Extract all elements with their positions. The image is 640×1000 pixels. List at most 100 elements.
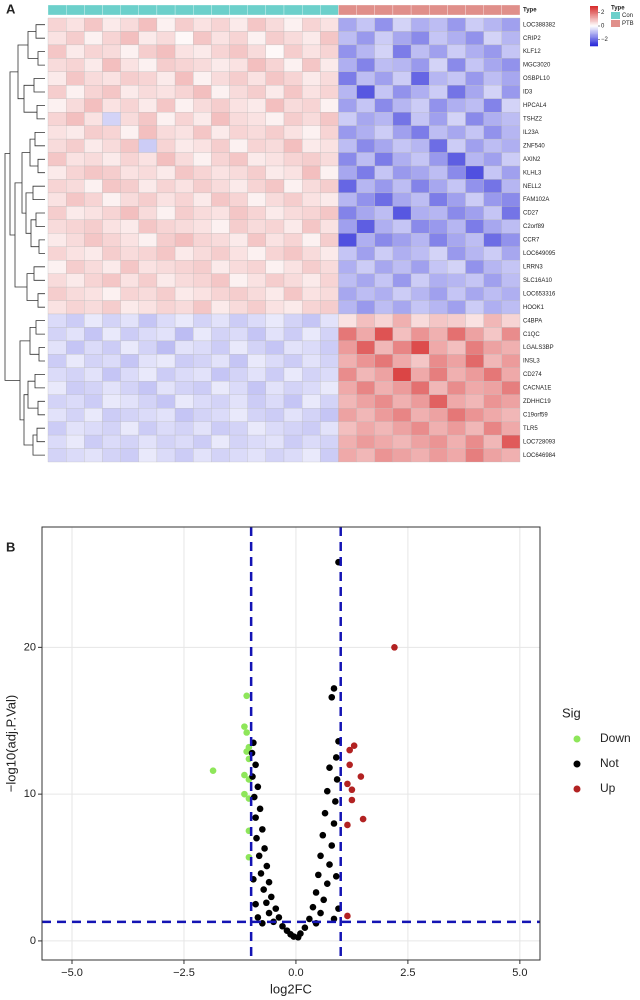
heatmap-cell [265, 17, 285, 32]
heatmap-cell [138, 17, 158, 32]
heatmap-cell [283, 125, 303, 140]
heatmap-cell [229, 71, 248, 86]
heatmap-cell [120, 434, 139, 449]
heatmap-cell [374, 286, 394, 301]
heatmap-cell [429, 286, 448, 301]
point [252, 761, 259, 769]
heatmap-cell [193, 340, 212, 355]
heatmap-cell [356, 58, 375, 72]
heatmap-cell [447, 71, 466, 86]
heatmap-cell [66, 192, 85, 207]
heatmap-cell [465, 394, 484, 409]
heatmap-cell [283, 233, 303, 247]
heatmap-cell [283, 367, 303, 382]
annotation-cell [283, 4, 303, 16]
heatmap-cell [483, 152, 502, 167]
heatmap-cell [429, 340, 448, 355]
heatmap-cell [211, 313, 230, 328]
heatmap-cell [229, 313, 248, 328]
heatmap-cell [374, 313, 394, 328]
heatmap-cell [102, 421, 121, 436]
heatmap-cell [447, 340, 466, 355]
heatmap-cell [410, 394, 430, 409]
point [321, 809, 329, 817]
annotation-cell [120, 4, 139, 16]
point [326, 861, 333, 868]
heatmap-cell [229, 381, 248, 395]
heatmap-cell [356, 408, 375, 422]
heatmap-cell [174, 300, 194, 315]
heatmap-cell [410, 112, 430, 126]
heatmap-cell [447, 260, 466, 274]
colorbar-tick-label: 2 [601, 10, 605, 16]
heatmap-cell [392, 31, 412, 46]
heatmap-cell [84, 112, 103, 126]
heatmap-cell [302, 17, 321, 32]
heatmap-cell [465, 31, 484, 46]
heatmap-cell [265, 340, 285, 355]
heatmap-cell [501, 327, 521, 342]
heatmap-cell [392, 300, 412, 315]
heatmap-cell [283, 206, 303, 220]
heatmap-cell [47, 138, 67, 153]
colorbar-step [590, 28, 598, 31]
heatmap-cell [138, 206, 158, 220]
heatmap-cell [211, 125, 230, 140]
heatmap-cell [356, 327, 375, 342]
heatmap-cell [193, 219, 212, 234]
heatmap-cell [84, 313, 103, 328]
colorbar-step [590, 15, 598, 17]
heatmap-cell [283, 192, 303, 207]
heatmap-cell [265, 179, 285, 194]
legend-label: PTB [622, 21, 634, 27]
heatmap-cell [265, 125, 285, 140]
legend-label: Con [622, 13, 633, 19]
heatmap-cell [410, 31, 430, 46]
heatmap-cell [356, 206, 375, 220]
heatmap-cell [120, 233, 139, 247]
heatmap-cell [356, 354, 375, 368]
heatmap-cell [247, 125, 266, 140]
heatmap-cell [374, 246, 394, 261]
heatmap-cell [338, 31, 357, 46]
heatmap-cell [447, 219, 466, 234]
point [344, 912, 351, 920]
heatmap-cell [338, 206, 357, 220]
heatmap-cell [120, 179, 139, 194]
heatmap-cell [429, 138, 448, 153]
heatmap-cell [247, 286, 266, 301]
heatmap-cell [174, 71, 194, 86]
heatmap-cell [338, 408, 357, 422]
heatmap-cell [102, 367, 121, 382]
heatmap-cell [120, 138, 139, 153]
point [243, 729, 250, 736]
point [306, 915, 313, 923]
heatmap-cell [302, 138, 321, 153]
heatmap-cell [229, 98, 248, 113]
heatmap-cell [211, 17, 230, 32]
heatmap-cell [84, 85, 103, 99]
heatmap-cell [392, 233, 412, 247]
heatmap-cell [174, 192, 194, 207]
point [332, 754, 340, 761]
heatmap-cell [465, 260, 484, 274]
heatmap-cell [156, 179, 176, 194]
point [328, 842, 336, 849]
heatmap-panel: A Type LOC388382 CRIP2 KLF12 MGC3020 OSBPL10 ID… [6, 1, 634, 463]
point [265, 909, 273, 917]
heatmap-cell [102, 179, 121, 194]
row-label: LGALS3BP [523, 345, 554, 351]
heatmap-cell [138, 179, 158, 194]
heatmap-cell [138, 260, 158, 274]
heatmap-cell [211, 327, 230, 342]
heatmap-cell [302, 152, 321, 167]
heatmap-cell [392, 354, 412, 368]
heatmap-cell [483, 246, 502, 261]
heatmap-cell [410, 98, 430, 113]
heatmap-cell [465, 17, 484, 32]
heatmap-cell [392, 448, 412, 463]
heatmap-cell [302, 286, 321, 301]
heatmap-cell [47, 219, 67, 234]
heatmap-cell [211, 233, 230, 247]
heatmap-cell [465, 44, 484, 59]
